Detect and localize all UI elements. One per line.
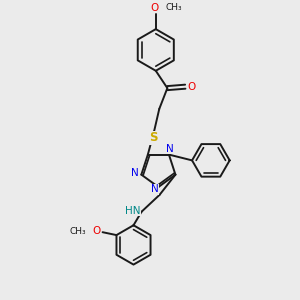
Text: O: O (92, 226, 100, 236)
Text: O: O (188, 82, 196, 92)
Text: S: S (149, 131, 158, 144)
Text: O: O (150, 3, 158, 13)
Text: N: N (167, 144, 174, 154)
Text: CH₃: CH₃ (69, 227, 86, 236)
Text: N: N (131, 168, 139, 178)
Text: CH₃: CH₃ (166, 3, 182, 12)
Text: HN: HN (125, 206, 140, 215)
Text: N: N (151, 184, 158, 194)
